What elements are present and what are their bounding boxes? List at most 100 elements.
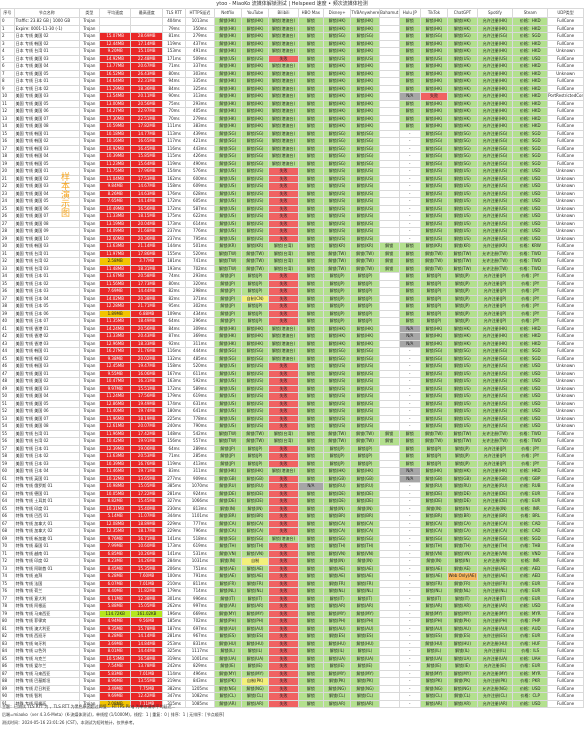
table-row: 11 美国 专线 美国 05 Trojan 13.00MB 20.56MB 75ms 293… bbox=[0, 99, 584, 108]
table-cell: 16.06MB bbox=[130, 369, 164, 378]
table-cell: 解锁 bbox=[398, 287, 421, 296]
table-cell: 解锁(HK) bbox=[322, 332, 352, 341]
table-cell bbox=[378, 684, 400, 693]
table-cell: 允许注册(UA) bbox=[476, 654, 514, 663]
table-cell: - bbox=[398, 129, 421, 138]
table-row: 16 美国 专线 韩国 02 Trojan 10.16MB 16.65MB 117ms 42… bbox=[0, 137, 584, 146]
table-cell: 特殊 专线 巴西 01 bbox=[13, 512, 80, 521]
table-cell bbox=[378, 189, 400, 198]
table-cell: 价格：USD bbox=[512, 362, 549, 371]
table-cell: 8.01MB bbox=[98, 647, 132, 656]
table-cell: 解锁 bbox=[398, 294, 421, 303]
table-cell: 解锁(FR) bbox=[447, 579, 478, 588]
table-cell: 允许注册(HK) bbox=[476, 467, 514, 476]
table-cell: 39 bbox=[0, 309, 15, 318]
table-cell: 解锁(US) bbox=[350, 392, 380, 401]
table-cell: 13.65MB bbox=[130, 474, 164, 483]
table-cell: 46 bbox=[0, 362, 15, 371]
table-cell: 解锁 bbox=[297, 234, 324, 243]
table-cell: 解锁(HK) bbox=[322, 467, 352, 476]
table-cell: 解锁(GB) bbox=[419, 474, 449, 483]
table-cell: 解锁(US) bbox=[322, 189, 352, 198]
table-cell: 70ms bbox=[162, 107, 187, 116]
table-cell: 解锁(KR) bbox=[322, 242, 352, 251]
table-cell: 解锁(BR) bbox=[350, 512, 380, 521]
table-cell: 18.49MB bbox=[130, 317, 164, 326]
table-cell: 解锁 bbox=[398, 264, 421, 273]
table-cell: Trojan bbox=[78, 407, 100, 416]
table-cell: - bbox=[398, 227, 421, 236]
table-cell: 83ms bbox=[162, 467, 187, 476]
table-row: 38 美国 专线 日本 05 Trojan 12.28MB 21.71MB 95ms 302… bbox=[0, 302, 584, 311]
table-cell: 501ms bbox=[185, 242, 215, 251]
table-cell: 解锁(TW) bbox=[447, 437, 478, 446]
table-cell: 解锁(US) bbox=[322, 369, 352, 378]
table-cell: 解锁(US) bbox=[213, 234, 242, 243]
table-cell: 293ms bbox=[185, 99, 215, 108]
table-cell: 美国 专线 美国 07 bbox=[13, 414, 80, 423]
table-cell: 1082ms bbox=[185, 692, 215, 701]
table-cell: 5.14MB bbox=[98, 512, 132, 521]
footer-line: 测试时间：2024-05-16 23:01:26 (CST)，本测试为短时统计，… bbox=[2, 720, 137, 725]
table-cell: 解锁(HK) bbox=[447, 332, 478, 341]
table-cell bbox=[378, 279, 400, 288]
table-cell: Trojan bbox=[78, 182, 100, 191]
table-cell: 18 bbox=[0, 152, 15, 161]
table-cell bbox=[378, 287, 400, 296]
table-cell: 631ms bbox=[185, 399, 215, 408]
table-cell: 解锁(台湾) bbox=[268, 429, 299, 438]
table-cell: - bbox=[398, 362, 421, 371]
table-cell: 失败 bbox=[268, 594, 299, 603]
table-cell: 90 bbox=[0, 692, 15, 701]
table-cell: 失败 bbox=[268, 54, 299, 63]
table-cell: 解锁(HK) bbox=[447, 99, 478, 108]
table-cell: 7.01MB bbox=[130, 579, 164, 588]
table-cell: 22.31MB bbox=[130, 77, 164, 86]
table-cell: 允许注册(SG) bbox=[476, 534, 514, 543]
table-cell: 解锁(HK) bbox=[350, 99, 380, 108]
table-cell: 64ms bbox=[162, 444, 187, 453]
table-cell: Trojan bbox=[78, 632, 100, 641]
table-cell: 价格：HKD bbox=[512, 339, 549, 348]
table-cell: 11.96MB bbox=[98, 429, 132, 438]
table-cell: 解锁(HK) bbox=[350, 39, 380, 48]
table-cell: 解锁(UA) bbox=[350, 654, 380, 663]
table-cell: 14.67MB bbox=[130, 182, 164, 191]
table-cell: 解锁(JP) bbox=[213, 302, 242, 311]
table-cell: Trojan bbox=[78, 62, 100, 71]
table-cell: 19.91MB bbox=[130, 437, 164, 446]
table-cell: 437ms bbox=[185, 39, 215, 48]
table-cell: FullCone bbox=[547, 647, 584, 656]
table-cell: 20.02MB bbox=[130, 354, 164, 363]
table-cell: FullCone bbox=[547, 452, 584, 461]
table-cell: 15.45MB bbox=[130, 497, 164, 506]
table-cell: 11.23MB bbox=[98, 159, 132, 168]
table-cell: 58 bbox=[0, 452, 15, 461]
table-row: 33 美国 专线 台湾 03 Trojan 11.48MB 18.31MB 193ms 70… bbox=[0, 264, 584, 273]
table-cell: 解锁(TW) bbox=[322, 437, 352, 446]
table-cell: FullCone bbox=[547, 617, 584, 626]
table-cell: 解锁(TW) bbox=[350, 264, 380, 273]
table-cell: 解锁(CA) bbox=[240, 519, 270, 528]
table-cell: 解锁(NG) bbox=[240, 684, 270, 693]
table-cell bbox=[378, 474, 400, 483]
table-cell: 允许注册(JP) bbox=[476, 452, 514, 461]
table-cell: 23 bbox=[0, 189, 15, 198]
table-cell: - bbox=[398, 152, 421, 161]
table-cell: Trojan bbox=[78, 24, 100, 33]
table-cell: 解锁(IN) bbox=[419, 557, 449, 566]
table-cell: 允许注册(US) bbox=[476, 414, 514, 423]
table-cell bbox=[378, 662, 400, 671]
table-cell: Trojan bbox=[78, 272, 100, 281]
table-cell bbox=[378, 339, 400, 348]
table-cell: 解锁(HK) bbox=[322, 17, 352, 26]
table-cell: 15 bbox=[0, 129, 15, 138]
table-cell: 15.78MB bbox=[130, 624, 164, 633]
table-cell: 解锁(港澳台) bbox=[268, 17, 299, 26]
table-cell: 允许注册(CL) bbox=[476, 692, 514, 701]
table-cell: 解锁(HU) bbox=[240, 639, 270, 648]
table-cell: 解锁 bbox=[398, 32, 421, 41]
table-cell: 价格：CAD bbox=[512, 527, 549, 536]
table-cell bbox=[378, 129, 400, 138]
table-row: 32 美国 专线 台湾 02 Trojan 2.58MB 3.77MB 181ms 741m… bbox=[0, 257, 584, 266]
